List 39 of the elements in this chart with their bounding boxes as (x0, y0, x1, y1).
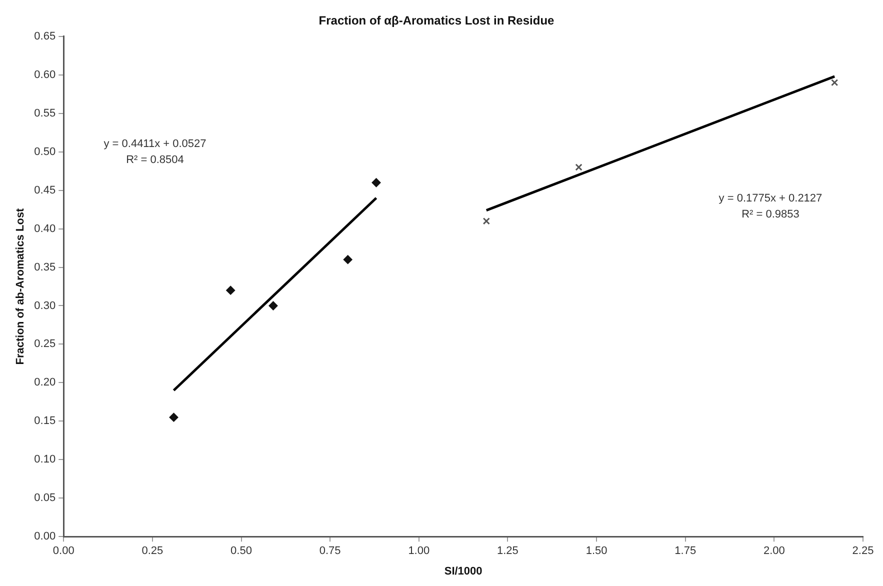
x-tick-label: 0.50 (230, 545, 252, 558)
x-tick-label: 1.75 (674, 545, 696, 558)
y-tick-label: 0.25 (34, 338, 56, 350)
point (268, 301, 278, 310)
point (575, 164, 582, 171)
y-tick-label: 0.65 (34, 30, 56, 42)
y-tick-label: 0.35 (34, 261, 56, 274)
x-tick-label: 1.50 (586, 545, 608, 558)
x-tick-label: 0.25 (142, 545, 164, 558)
annotation: R² = 0.8504 (126, 154, 184, 166)
y-axis-title: Fraction of ab-Aromatics Lost (14, 208, 27, 365)
point (831, 78, 838, 86)
y-tick-label: 0.40 (34, 222, 56, 235)
annotation: y = 0.4411x + 0.0527 (104, 138, 206, 150)
x-axis-title: SI/1000 (444, 565, 482, 578)
annotation: y = 0.1775x + 0.2127 (718, 192, 822, 204)
y-tick-label: 0.10 (34, 454, 56, 466)
point (372, 178, 381, 188)
y-tick-label: 0.15 (34, 415, 56, 428)
y-tick-label: 0.60 (34, 68, 56, 81)
x-tick-label: 0.75 (319, 545, 341, 558)
point (482, 218, 490, 225)
x-tick-label: 0.00 (52, 545, 74, 558)
y-tick-label: 0.05 (34, 492, 56, 504)
y-tick-label: 0.00 (34, 530, 56, 543)
x-tick-label: 2.00 (763, 545, 785, 558)
point (343, 255, 352, 264)
point (226, 286, 236, 295)
x-tick-label: 1.25 (497, 545, 518, 558)
y-tick-label: 0.30 (34, 300, 56, 312)
x-tick-label: 2.25 (852, 545, 874, 558)
y-tick-label: 0.20 (34, 376, 56, 389)
y-tick-label: 0.45 (34, 184, 56, 196)
annotation: R² = 0.9853 (742, 208, 800, 220)
x-tick-label: 1.00 (408, 545, 430, 558)
point (169, 412, 178, 422)
y-tick-label: 0.50 (34, 146, 56, 158)
chart-title: Fraction of αβ-Aromatics Lost in Residue (318, 14, 555, 28)
y-tick-label: 0.55 (34, 107, 56, 120)
